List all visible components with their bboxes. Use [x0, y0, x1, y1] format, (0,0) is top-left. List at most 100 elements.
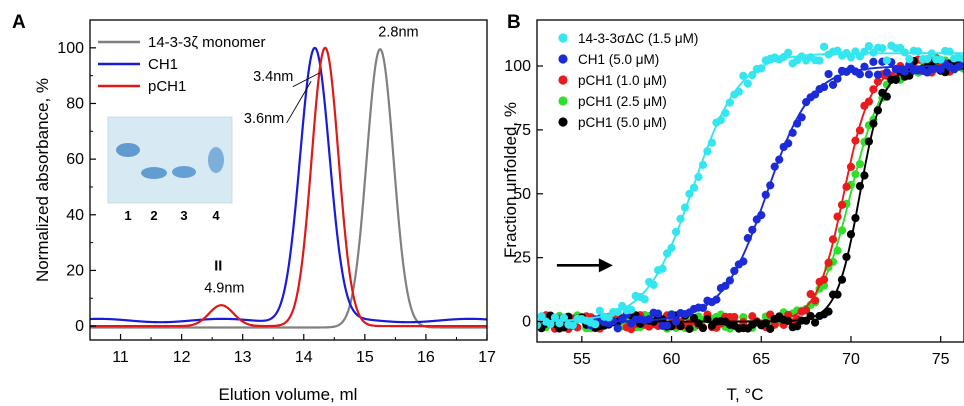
point-14-3-3-c-1-5-m — [815, 56, 824, 65]
point-pch1-5-0-m — [891, 75, 900, 84]
panel-b-ylabel: Fraction unfolded, % — [501, 102, 520, 258]
panel-a-annotations: 2.8nm 3.4nm 3.6nm II 4.9nm — [204, 25, 418, 297]
panel-a-letter: A — [12, 12, 26, 33]
point-14-3-3-c-1-5-m — [743, 79, 752, 88]
panel-b-data — [537, 41, 964, 334]
point-14-3-3-c-1-5-m — [936, 55, 945, 64]
point-14-3-3-c-1-5-m — [882, 56, 891, 65]
panel-b-xlabel: T, °C — [726, 385, 763, 404]
curve-ch1 — [90, 46, 487, 324]
annotation-3-4nm: 3.4nm — [253, 69, 293, 85]
point-ch1-5-0-m — [613, 324, 622, 333]
annotation-2-8nm: 2.8nm — [378, 25, 418, 41]
panel-a-legend: 14-3-3ζ monomer CH1 pCH1 — [98, 34, 266, 95]
point-14-3-3-c-1-5-m — [568, 321, 577, 330]
x-tick-label-55: 55 — [573, 351, 591, 368]
point-14-3-3-c-1-5-m — [546, 319, 555, 329]
legend-label-pch1: pCH1 — [148, 78, 186, 95]
point-ch1-5-0-m — [824, 69, 833, 79]
x-tick-label-13: 13 — [234, 349, 252, 366]
y-tick-label-75: 75 — [513, 122, 531, 139]
legend-marker-ch1-5-0-m — [558, 54, 568, 64]
legend-marker-pch1-5-0-m — [558, 117, 568, 127]
x-tick-label-16: 16 — [417, 349, 435, 366]
point-14-3-3-c-1-5-m — [864, 41, 874, 51]
x-tick-label-65: 65 — [752, 351, 770, 368]
point-14-3-3-c-1-5-m — [595, 306, 604, 315]
x-tick-label-75: 75 — [932, 351, 950, 368]
gel-lane-label-3: 3 — [180, 208, 187, 223]
annotation-ii: II — [214, 258, 222, 274]
panel-b-legend: 14-3-3σΔC (1.5 μM) CH1 (5.0 μM) pCH1 (1.0 … — [558, 31, 698, 130]
legend-label-14-3-3-monomer: 14-3-3ζ monomer — [148, 34, 266, 51]
fit-curve-ch1-5-0-m — [590, 65, 964, 323]
point-14-3-3-c-1-5-m — [923, 54, 932, 64]
legend-label-pch1-2-5-m: pCH1 (2.5 μM) — [578, 94, 667, 109]
gel-lane-label-2: 2 — [150, 208, 157, 223]
x-tick-label-12: 12 — [173, 349, 191, 366]
point-14-3-3-c-1-5-m — [537, 321, 542, 330]
leader-line-3-4nm — [292, 72, 320, 88]
point-pch1-5-0-m — [824, 307, 833, 316]
point-14-3-3-c-1-5-m — [640, 295, 649, 304]
y-tick-label-100: 100 — [57, 40, 84, 57]
curve-14-3-3-monomer — [90, 48, 487, 329]
point-pch1-5-0-m — [793, 322, 802, 331]
point-14-3-3-c-1-5-m — [550, 313, 560, 322]
point-14-3-3-c-1-5-m — [537, 312, 546, 321]
gel-band-lane-4 — [208, 147, 224, 173]
point-ch1-5-0-m — [936, 65, 945, 74]
point-ch1-5-0-m — [654, 309, 663, 318]
y-tick-label-0: 0 — [522, 314, 531, 331]
fit-curve-14-3-3-c-1-5-m — [537, 52, 964, 323]
panel-a-curves — [90, 46, 487, 329]
y-tick-label-80: 80 — [66, 95, 84, 112]
point-14-3-3-c-1-5-m — [784, 48, 793, 57]
legend-label-14-3-3-c-1-5-m: 14-3-3σΔC (1.5 μM) — [578, 31, 698, 46]
y-tick-label-0: 0 — [75, 318, 84, 335]
x-tick-label-17: 17 — [478, 349, 496, 366]
point-ch1-5-0-m — [828, 80, 838, 89]
legend-label-pch1-1-0-m: pCH1 (1.0 μM) — [578, 73, 667, 88]
point-ch1-5-0-m — [712, 295, 721, 304]
x-tick-label-15: 15 — [356, 349, 374, 366]
point-14-3-3-c-1-5-m — [725, 98, 734, 107]
y-tick-label-60: 60 — [66, 151, 84, 168]
annotation-3-6nm: 3.6nm — [244, 111, 284, 127]
point-ch1-5-0-m — [873, 70, 882, 79]
arrow-head — [598, 258, 613, 273]
legend-label-ch1-5-0-m: CH1 (5.0 μM) — [578, 52, 659, 67]
point-ch1-5-0-m — [662, 321, 672, 330]
point-pch1-1-0-m — [806, 290, 815, 299]
gel-band-lane-3 — [172, 166, 196, 178]
point-pch1-5-0-m — [766, 324, 775, 334]
point-pch1-5-0-m — [685, 324, 694, 333]
gel-lane-label-1: 1 — [124, 208, 131, 223]
panel-b-annotations — [556, 258, 613, 273]
gel-band-lane-2 — [141, 167, 167, 179]
panel-a-frame — [89, 19, 488, 341]
point-pch1-5-0-m — [698, 323, 708, 333]
annotation-4-9nm: 4.9nm — [204, 281, 244, 297]
y-tick-label-25: 25 — [513, 250, 531, 267]
point-ch1-5-0-m — [671, 317, 681, 326]
y-tick-label-40: 40 — [66, 207, 84, 224]
x-tick-label-60: 60 — [663, 351, 681, 368]
y-tick-label-100: 100 — [504, 58, 531, 75]
x-tick-label-11: 11 — [112, 349, 129, 366]
gel-inset: 1 2 3 4 — [107, 116, 233, 223]
panel-b-frame — [536, 19, 964, 343]
point-ch1-5-0-m — [864, 70, 874, 79]
legend-label-ch1: CH1 — [148, 56, 178, 73]
point-14-3-3-c-1-5-m — [878, 44, 887, 53]
point-ch1-5-0-m — [900, 67, 909, 76]
gel-band-lane-1 — [116, 143, 140, 157]
panel-b-ticks: 55 60 65 70 75 0 25 50 75 100 — [504, 58, 949, 368]
x-tick-label-70: 70 — [842, 351, 860, 368]
point-14-3-3-c-1-5-m — [846, 53, 856, 62]
legend-marker-14-3-3-c-1-5-m — [558, 33, 568, 43]
point-14-3-3-c-1-5-m — [945, 47, 954, 56]
